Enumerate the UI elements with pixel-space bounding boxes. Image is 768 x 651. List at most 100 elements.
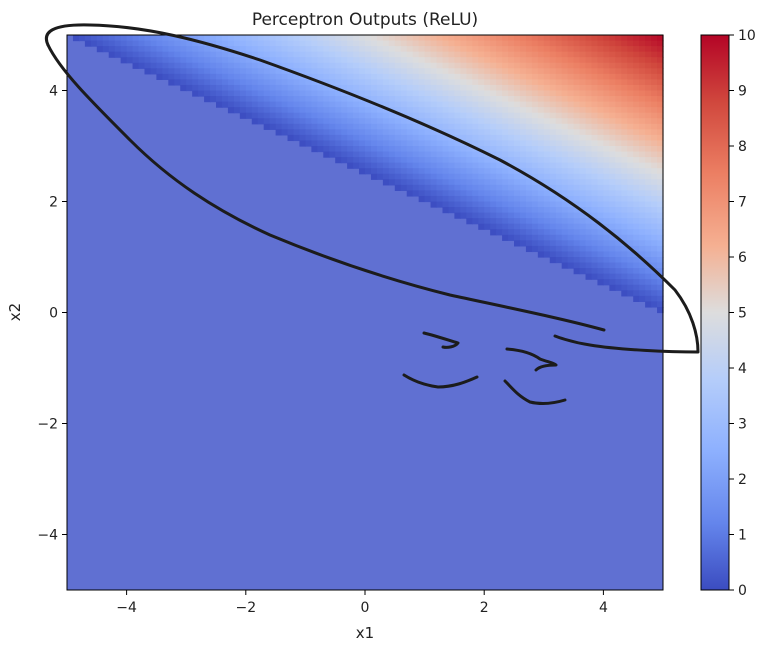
heatmap-cell [537, 207, 545, 214]
heatmap-cell [633, 279, 640, 286]
heatmap-cell [436, 101, 444, 108]
heatmap-cell [531, 234, 539, 241]
heatmap-cell [609, 46, 616, 53]
heatmap-cell [335, 157, 342, 164]
heatmap-cell [525, 229, 533, 236]
heatmap-cell [263, 73, 271, 80]
heatmap-cell [621, 35, 628, 42]
heatmap-cell [198, 57, 205, 64]
heatmap-cell [478, 107, 485, 114]
heatmap-cell [257, 107, 265, 114]
heatmap-cell [460, 151, 467, 158]
heatmap-cell [627, 62, 634, 69]
heatmap-cell [484, 162, 491, 169]
heatmap-cell [329, 73, 336, 80]
heatmap-cell [406, 57, 414, 64]
heatmap-cell [293, 134, 301, 142]
heatmap-cell [394, 57, 402, 64]
heatmap-cell [400, 173, 408, 180]
heatmap-cell [519, 107, 527, 114]
heatmap-cell [335, 129, 342, 136]
heatmap-cell [388, 90, 396, 97]
heatmap-cell [621, 234, 628, 241]
heatmap-cell [579, 84, 587, 92]
heatmap-cell [543, 51, 551, 58]
heatmap-cell [216, 40, 223, 47]
heatmap-cell [639, 284, 646, 291]
heatmap-cell [633, 134, 640, 142]
heatmap-cell [627, 112, 634, 119]
heatmap-cell [567, 84, 575, 92]
heatmap-cell [508, 118, 515, 125]
heatmap-cell [531, 223, 539, 230]
heatmap-cell [424, 40, 432, 47]
heatmap-cell [603, 195, 610, 203]
heatmap-cell [186, 40, 193, 47]
heatmap-cell [418, 134, 426, 142]
heatmap-cell [162, 51, 169, 58]
heatmap-cell [430, 112, 438, 119]
heatmap-cell [531, 212, 539, 219]
heatmap-cell [460, 112, 467, 119]
heatmap-cell [442, 134, 450, 142]
heatmap-cell [508, 223, 515, 230]
heatmap-cell [549, 112, 557, 119]
heatmap-cell [621, 90, 628, 97]
heatmap-cell [555, 218, 563, 225]
heatmap-cell [591, 112, 599, 119]
heatmap-cell [287, 96, 295, 103]
heatmap-cell [376, 107, 384, 114]
heatmap-cell [627, 207, 634, 214]
heatmap-cell [442, 46, 450, 53]
heatmap-cell [627, 57, 634, 64]
heatmap-cell [466, 134, 473, 142]
heatmap-cell [639, 46, 646, 53]
heatmap-cell [519, 35, 527, 42]
heatmap-cell [609, 162, 616, 169]
heatmap-cell [341, 123, 348, 130]
heatmap-cell [615, 62, 622, 69]
heatmap-cell [221, 35, 229, 42]
heatmap-cell [329, 151, 336, 158]
heatmap-cell [484, 157, 491, 164]
heatmap-cell [603, 273, 610, 280]
heatmap-cell [287, 90, 295, 97]
heatmap-cell [555, 57, 563, 64]
heatmap-cell [519, 57, 527, 64]
heatmap-cell [645, 251, 652, 258]
heatmap-cell [281, 112, 289, 119]
heatmap-cell [591, 273, 599, 280]
heatmap-cell [597, 262, 604, 269]
heatmap-cell [430, 68, 438, 75]
heatmap-cell [543, 96, 551, 103]
heatmap-cell [484, 112, 491, 119]
heatmap-cell [567, 123, 575, 130]
heatmap-cell [275, 84, 283, 92]
heatmap-cell [531, 184, 539, 191]
heatmap-cell [585, 46, 593, 53]
heatmap-cell [406, 62, 414, 69]
heatmap-cell [639, 101, 646, 108]
heatmap-cell [406, 179, 414, 186]
heatmap-cell [573, 107, 581, 114]
heatmap-cell [603, 190, 610, 197]
heatmap-cell [394, 173, 402, 180]
heatmap-cell [585, 68, 593, 75]
heatmap-cell [514, 101, 521, 108]
heatmap-cell [353, 112, 360, 119]
heatmap-cell [573, 118, 581, 125]
heatmap-cell [210, 96, 217, 103]
heatmap-cell [263, 112, 271, 119]
heatmap-cell [400, 134, 408, 142]
heatmap-cell [508, 151, 515, 158]
heatmap-cell [365, 57, 372, 64]
heatmap-cell [287, 79, 295, 86]
heatmap-cell [525, 195, 533, 203]
heatmap-cell [126, 35, 134, 42]
heatmap-cell [376, 68, 384, 75]
heatmap-cell [335, 68, 342, 75]
heatmap-cell [496, 101, 503, 108]
heatmap-cell [442, 51, 450, 58]
heatmap-cell [108, 46, 116, 53]
heatmap-cell [448, 101, 455, 108]
